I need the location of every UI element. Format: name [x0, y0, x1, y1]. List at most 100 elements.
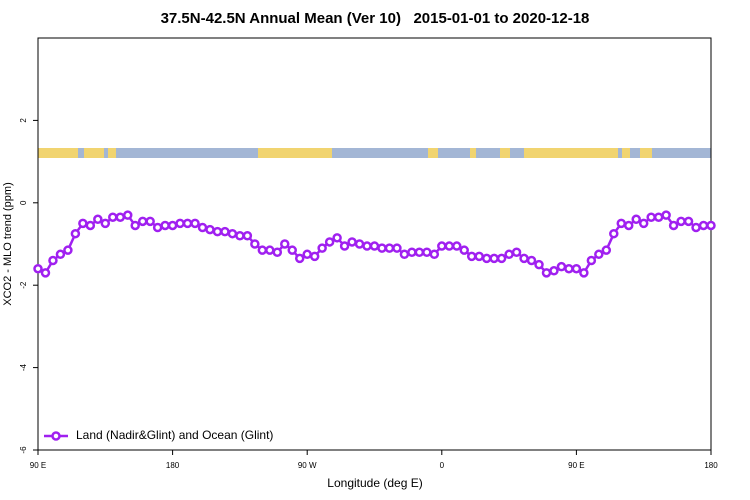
- data-point: [526, 255, 537, 266]
- data-point: [78, 218, 88, 229]
- data-point: [369, 241, 380, 251]
- data-point: [257, 245, 268, 255]
- x-axis-label: Longitude (deg E): [327, 476, 422, 490]
- x-tick-label: 90 E: [568, 461, 584, 470]
- data-point: [190, 218, 200, 229]
- data-point: [220, 226, 230, 237]
- data-point: [616, 218, 627, 229]
- data-point: [145, 216, 155, 227]
- data-point: [347, 237, 357, 247]
- data-point: [55, 249, 66, 260]
- legend-marker: [51, 431, 61, 441]
- y-axis-label: XCO2 - MLO trend (ppm): [2, 182, 14, 305]
- data-point: [384, 243, 395, 253]
- data-point: [63, 245, 73, 255]
- data-point: [534, 259, 544, 270]
- y-tick-label: 0: [19, 200, 28, 205]
- data-point: [496, 253, 507, 264]
- data-point: [511, 247, 522, 257]
- legend-label: Land (Nadir&Glint) and Ocean (Glint): [76, 428, 273, 442]
- data-point: [399, 249, 410, 260]
- data-point: [85, 220, 96, 231]
- data-point: [152, 222, 163, 233]
- data-point: [549, 266, 559, 276]
- chart-title: 37.5N-42.5N Annual Mean (Ver 10) 2015-01…: [161, 10, 590, 27]
- data-point: [339, 241, 350, 251]
- data-point: [519, 253, 529, 264]
- data-point: [265, 245, 275, 255]
- x-tick-label: 90 W: [298, 461, 317, 470]
- data-point: [362, 241, 372, 251]
- plot-frame: [37, 37, 712, 451]
- data-point: [40, 268, 51, 278]
- data-point: [504, 249, 514, 260]
- data-point: [280, 239, 290, 249]
- y-tick-label: -2: [19, 281, 28, 289]
- data-point: [437, 241, 447, 251]
- data-point: [653, 212, 664, 222]
- x-tick-label: 180: [704, 461, 718, 470]
- data-point: [646, 212, 656, 222]
- data-point: [242, 231, 253, 241]
- data-point: [122, 210, 133, 220]
- data-point: [541, 268, 552, 278]
- data-point: [167, 220, 178, 231]
- data-point: [481, 253, 492, 264]
- data-point: [444, 241, 455, 251]
- data-point: [466, 251, 477, 262]
- data-point: [212, 226, 223, 237]
- data-point: [317, 243, 327, 253]
- data-point: [227, 228, 238, 239]
- data-point: [422, 247, 432, 257]
- data-point: [623, 220, 634, 231]
- data-point: [272, 247, 283, 257]
- data-point: [661, 210, 671, 220]
- data-point: [571, 263, 582, 274]
- data-point: [33, 263, 43, 274]
- data-point: [429, 249, 440, 260]
- data-point: [668, 220, 679, 231]
- data-point: [638, 218, 649, 229]
- data-point: [182, 218, 193, 229]
- data-point: [556, 261, 567, 272]
- data-point: [332, 233, 342, 243]
- data-point: [197, 222, 208, 233]
- data-point: [698, 220, 709, 231]
- data-point: [609, 228, 619, 239]
- data-point: [130, 220, 140, 231]
- x-tick-label: 90 E: [30, 461, 46, 470]
- data-point: [594, 249, 604, 260]
- data-point: [691, 222, 701, 233]
- data-point: [354, 239, 365, 249]
- x-tick-label: 180: [166, 461, 180, 470]
- data-point: [489, 253, 499, 264]
- data-point: [48, 255, 58, 266]
- data-point: [115, 212, 126, 222]
- x-tick-label: 0: [440, 461, 445, 470]
- data-point: [205, 224, 215, 235]
- data-point: [579, 268, 589, 278]
- data-point: [676, 216, 686, 227]
- y-tick-label: -4: [19, 363, 28, 371]
- data-point: [294, 253, 305, 264]
- data-point: [414, 247, 425, 257]
- data-point: [302, 249, 312, 260]
- data-point: [70, 228, 81, 239]
- data-point: [377, 243, 387, 253]
- data-point: [250, 239, 260, 249]
- data-point: [586, 255, 597, 266]
- y-tick-label: 2: [19, 118, 28, 123]
- data-point: [683, 216, 694, 227]
- data-point: [452, 241, 462, 251]
- data-point: [93, 214, 103, 225]
- y-tick-label: -6: [19, 446, 28, 454]
- data-point: [474, 251, 484, 262]
- data-point: [706, 220, 716, 231]
- data-point: [459, 245, 469, 255]
- data-point: [137, 216, 148, 227]
- data-point: [601, 245, 612, 255]
- data-point: [235, 231, 245, 241]
- data-point: [108, 212, 118, 222]
- data-point: [392, 243, 402, 253]
